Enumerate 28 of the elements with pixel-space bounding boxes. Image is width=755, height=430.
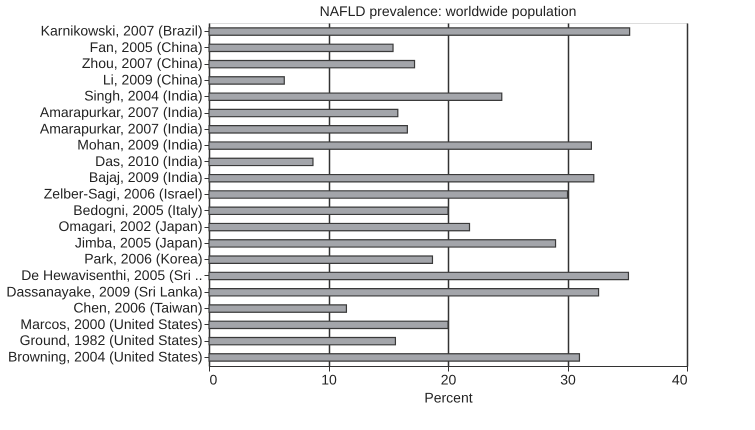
x-tick-label: 0 [210, 372, 218, 388]
y-tick-label: Karnikowski, 2007 (Brazil) [40, 22, 202, 39]
y-tick-label: Amarapurkar, 2007 (India) [40, 120, 202, 136]
y-tick-label: Fan, 2005 (China) [90, 38, 202, 55]
y-tick-label: Ground, 1982 (United States) [20, 332, 202, 348]
y-tick-label: Singh, 2004 (India) [84, 88, 202, 104]
x-tick-label: 30 [560, 372, 576, 388]
x-axis-title: Percent [424, 390, 473, 406]
y-tick-label: Amarapurkar, 2007 (India) [40, 104, 202, 120]
y-tick-label: Omagari, 2002 (Japan) [58, 218, 202, 234]
x-tick-label: 10 [321, 372, 337, 388]
y-tick-label: Das, 2010 (India) [95, 152, 202, 169]
y-tick-label: Jimba, 2005 (Japan) [74, 234, 202, 250]
y-tick-label: Zhou, 2007 (China) [82, 55, 202, 72]
chart-title: NAFLD prevalence: worldwide population [320, 3, 576, 19]
y-tick-label: Marcos, 2000 (United States) [20, 316, 202, 332]
y-tick-label: Dassanayake, 2009 (Sri Lanka) [6, 283, 202, 300]
y-tick-label: Mohan, 2009 (India) [77, 136, 202, 153]
y-tick-label: Bedogni, 2005 (Italy) [73, 202, 202, 218]
y-tick-label: Zelber-Sagi, 2006 (Israel) [44, 186, 202, 202]
x-tick-label: 40 [672, 372, 688, 388]
y-tick-label: De Hewavisenthi, 2005 (Sri .. [21, 266, 202, 283]
y-tick-label: Li, 2009 (China) [102, 71, 202, 88]
y-tick-label: Chen, 2006 (Taiwan) [73, 300, 202, 316]
y-tick-label: Bajaj, 2009 (India) [88, 169, 202, 186]
y-tick-label: Park, 2006 (Korea) [84, 250, 202, 267]
x-tick-label: 20 [440, 372, 456, 388]
y-tick-label: Browning, 2004 (United States) [8, 348, 202, 364]
